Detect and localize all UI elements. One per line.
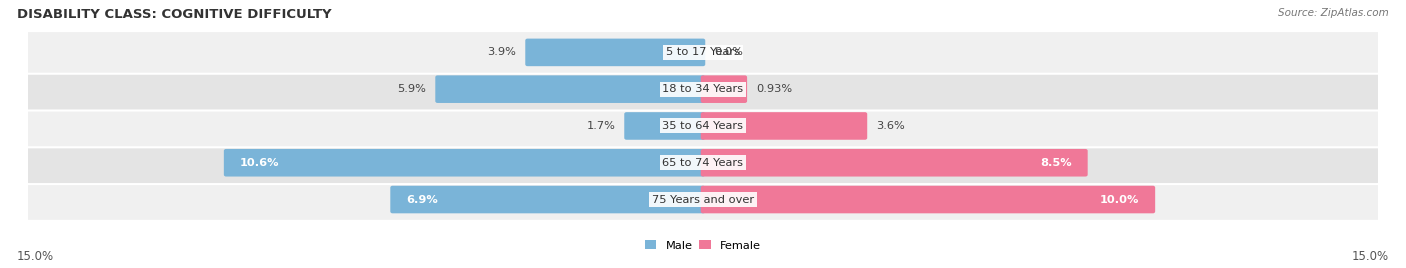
FancyBboxPatch shape [24, 68, 1382, 110]
FancyBboxPatch shape [700, 186, 1156, 213]
FancyBboxPatch shape [436, 75, 706, 103]
Text: 0.0%: 0.0% [714, 47, 744, 57]
FancyBboxPatch shape [224, 149, 706, 177]
Text: 15.0%: 15.0% [1353, 250, 1389, 263]
Legend: Male, Female: Male, Female [641, 236, 765, 255]
Text: 3.9%: 3.9% [488, 47, 516, 57]
Text: 5 to 17 Years: 5 to 17 Years [666, 47, 740, 57]
Text: 5.9%: 5.9% [398, 84, 426, 94]
FancyBboxPatch shape [700, 112, 868, 140]
FancyBboxPatch shape [700, 75, 747, 103]
Text: 6.9%: 6.9% [406, 195, 437, 204]
FancyBboxPatch shape [700, 149, 1088, 177]
Text: 1.7%: 1.7% [586, 121, 616, 131]
Text: Source: ZipAtlas.com: Source: ZipAtlas.com [1278, 8, 1389, 18]
Text: 18 to 34 Years: 18 to 34 Years [662, 84, 744, 94]
FancyBboxPatch shape [391, 186, 706, 213]
FancyBboxPatch shape [624, 112, 706, 140]
Text: 3.6%: 3.6% [876, 121, 905, 131]
Text: 10.6%: 10.6% [239, 158, 278, 168]
Text: 10.0%: 10.0% [1099, 195, 1139, 204]
FancyBboxPatch shape [526, 39, 706, 66]
Text: 65 to 74 Years: 65 to 74 Years [662, 158, 744, 168]
FancyBboxPatch shape [24, 105, 1382, 147]
Text: DISABILITY CLASS: COGNITIVE DIFFICULTY: DISABILITY CLASS: COGNITIVE DIFFICULTY [17, 8, 332, 21]
FancyBboxPatch shape [24, 178, 1382, 221]
FancyBboxPatch shape [24, 142, 1382, 184]
Text: 8.5%: 8.5% [1040, 158, 1071, 168]
Text: 15.0%: 15.0% [17, 250, 53, 263]
FancyBboxPatch shape [24, 31, 1382, 74]
Text: 35 to 64 Years: 35 to 64 Years [662, 121, 744, 131]
Text: 75 Years and over: 75 Years and over [652, 195, 754, 204]
Text: 0.93%: 0.93% [756, 84, 792, 94]
